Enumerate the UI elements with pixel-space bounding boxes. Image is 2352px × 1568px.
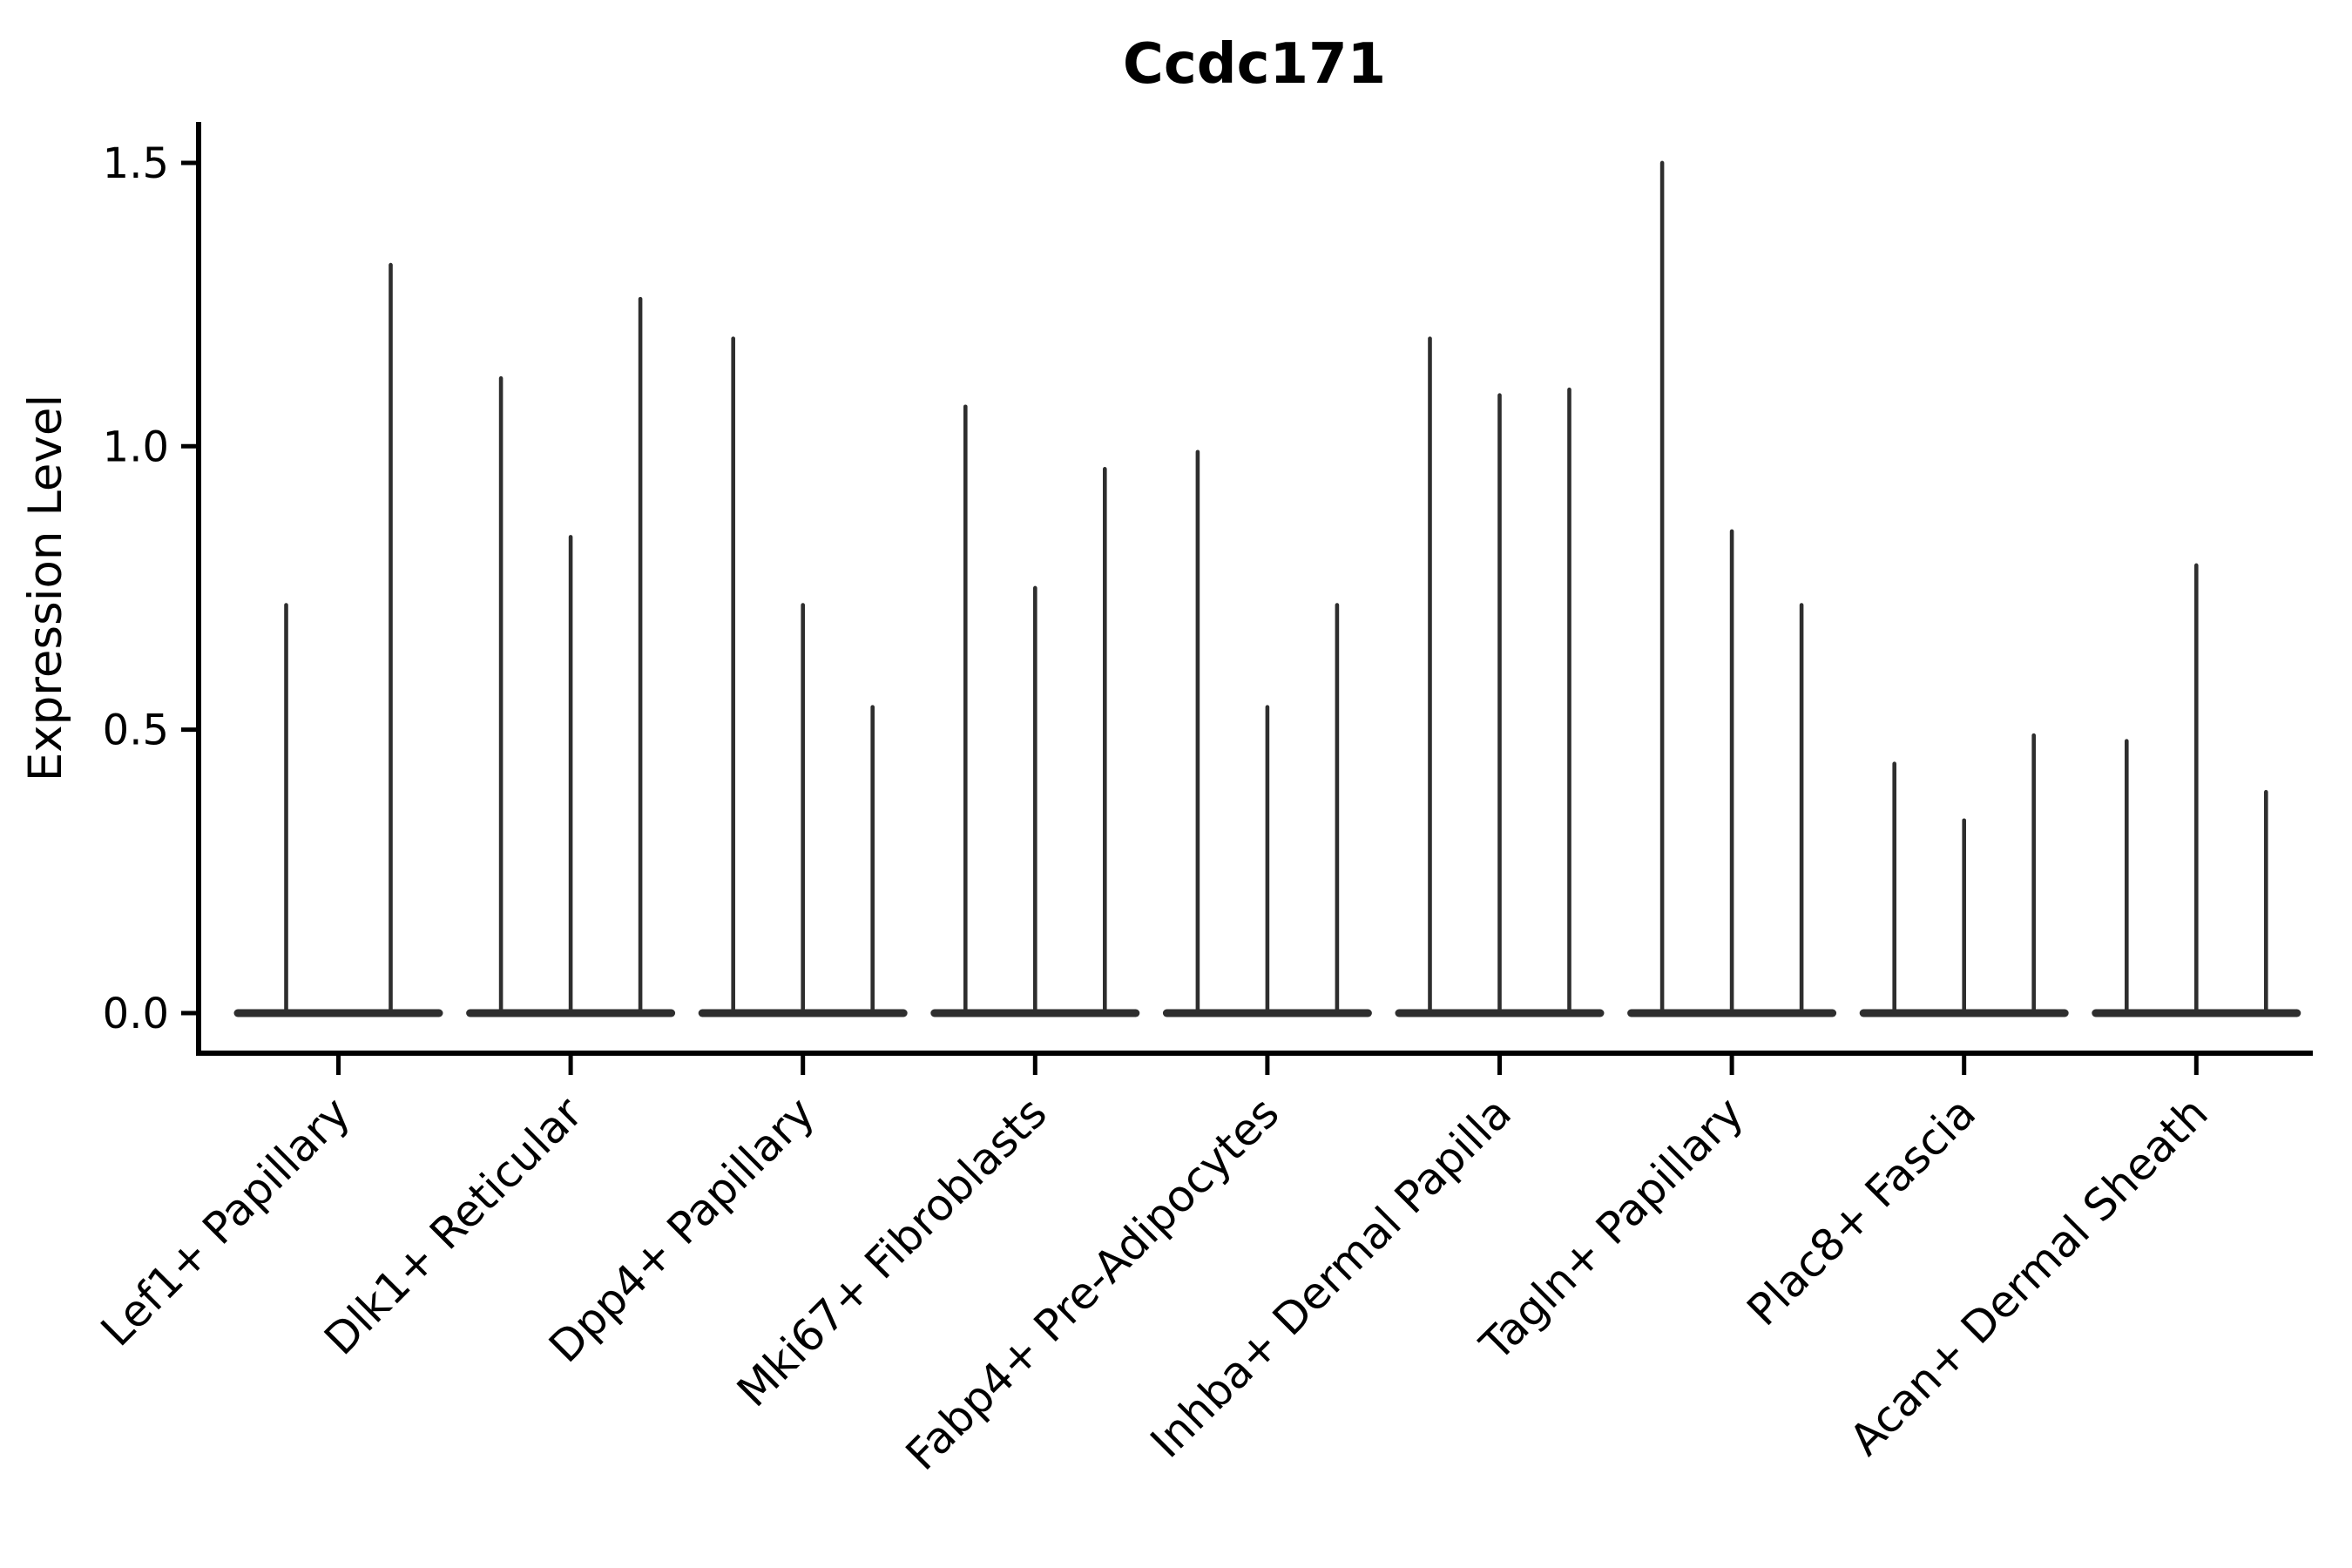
- y-tick-label: 0.0: [103, 990, 169, 1038]
- y-tick-label: 0.5: [103, 706, 169, 755]
- x-tick-label: Fabp4+ Pre-Adipocytes: [896, 1087, 1289, 1480]
- x-tick-label: Lef1+ Papillary: [91, 1087, 360, 1355]
- x-tick-label: Plac8+ Fascia: [1737, 1087, 1985, 1335]
- y-tick-label: 1.0: [103, 422, 169, 471]
- violin-base: [233, 1009, 443, 1017]
- x-tick-label: Dlk1+ Reticular: [314, 1087, 591, 1364]
- y-axis-label: Expression Level: [19, 395, 72, 781]
- axes-layer: [181, 122, 2313, 1075]
- violins-layer: [233, 160, 2301, 1017]
- y-tick-label: 1.5: [103, 139, 169, 188]
- plot-title: Ccdc171: [1123, 32, 1386, 97]
